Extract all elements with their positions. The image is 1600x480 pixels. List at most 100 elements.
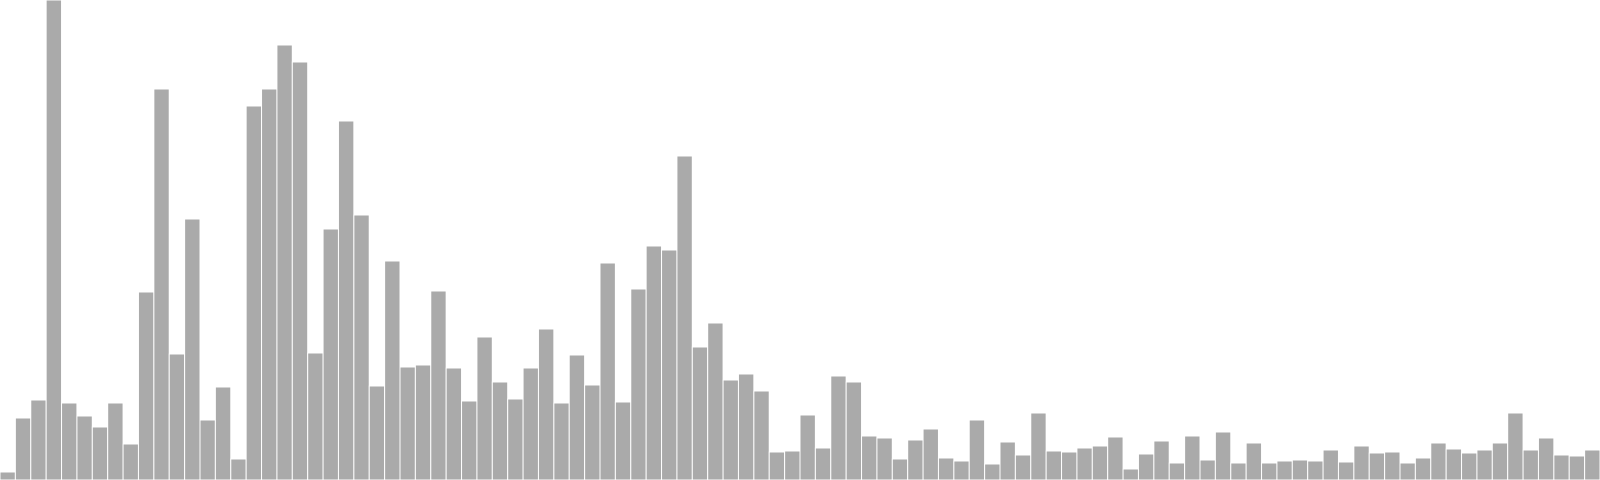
bar-89	[1368, 452, 1386, 480]
bar-69	[1061, 451, 1078, 480]
bar-16	[245, 105, 263, 480]
bar-50	[768, 451, 786, 480]
bar-78	[1199, 459, 1216, 480]
bar-18	[276, 44, 293, 480]
bar-35	[537, 328, 555, 480]
bar-64	[984, 463, 1001, 480]
bar-20	[307, 352, 324, 480]
bar-83	[1276, 460, 1293, 480]
bar-73	[1122, 468, 1139, 480]
bar-88	[1353, 445, 1370, 480]
bar-0	[0, 471, 16, 480]
bar-27	[414, 364, 432, 480]
bar-7	[107, 402, 124, 480]
bar-72	[1107, 436, 1124, 480]
bar-96	[1476, 449, 1493, 480]
bar-80	[1230, 462, 1247, 480]
bar-56	[861, 435, 878, 480]
bar-2	[30, 399, 47, 480]
bar-49	[753, 390, 770, 480]
bar-30	[461, 400, 478, 480]
bar-90	[1384, 451, 1401, 480]
bar-13	[199, 419, 216, 480]
bar-43	[661, 249, 678, 480]
bar-71	[1091, 445, 1109, 480]
bar-38	[584, 384, 601, 480]
bar-5	[76, 415, 93, 480]
bar-28	[430, 290, 447, 480]
bar-97	[1491, 442, 1509, 480]
bar-11	[168, 353, 186, 480]
bar-65	[999, 441, 1016, 480]
bar-15	[230, 458, 247, 480]
bar-53	[814, 447, 832, 480]
bar-26	[399, 366, 416, 480]
bar-19	[291, 61, 309, 480]
bar-51	[784, 450, 801, 480]
bar-57	[876, 437, 893, 480]
bar-70	[1076, 447, 1093, 480]
bar-33	[507, 398, 524, 480]
bar-39	[599, 262, 616, 480]
bar-22	[337, 120, 355, 480]
bar-42	[645, 245, 663, 480]
bar-77	[1184, 435, 1201, 480]
bar-101	[1553, 454, 1570, 480]
bar-52	[799, 414, 816, 480]
bar-37	[568, 354, 586, 480]
bar-55	[845, 381, 863, 480]
bar-8	[122, 443, 139, 480]
bar-67	[1030, 412, 1047, 480]
bar-25	[384, 260, 401, 480]
bar-85	[1307, 460, 1324, 480]
bar-79	[1214, 431, 1232, 480]
bar-45	[691, 346, 709, 480]
bar-6	[91, 426, 109, 480]
bar-31	[476, 336, 493, 480]
bar-87	[1337, 461, 1355, 480]
bar-48	[737, 373, 755, 480]
bar-95	[1461, 452, 1478, 480]
bar-46	[707, 322, 724, 480]
bar-74	[1137, 453, 1155, 480]
bar-100	[1537, 437, 1555, 480]
bar-21	[322, 228, 339, 480]
bar-12	[184, 218, 201, 480]
bar-86	[1322, 449, 1339, 480]
bar-61	[937, 457, 955, 480]
bar-10	[153, 88, 170, 480]
bar-63	[968, 419, 986, 480]
bar-60	[922, 428, 939, 480]
bar-102	[1568, 455, 1586, 480]
bar-99	[1522, 449, 1539, 480]
bar-9	[137, 291, 155, 480]
bar-17	[261, 88, 278, 480]
bar-23	[353, 214, 370, 480]
bar-66	[1014, 454, 1032, 480]
bar-81	[1245, 442, 1263, 480]
bar-54	[830, 375, 847, 480]
bar-93	[1430, 442, 1447, 480]
bar-82	[1261, 462, 1278, 480]
bar-4	[61, 402, 78, 480]
bar-58	[891, 458, 909, 480]
bar-34	[522, 367, 539, 480]
bar-47	[722, 379, 739, 480]
bar-75	[1153, 440, 1170, 480]
bar-59	[907, 439, 924, 480]
bar-44	[676, 155, 693, 480]
bar-92	[1414, 457, 1432, 480]
bar-91	[1399, 462, 1416, 480]
bar-29	[445, 367, 463, 480]
bar-41	[630, 288, 647, 480]
bar-94	[1445, 448, 1463, 480]
bar-98	[1507, 412, 1524, 480]
bar-68	[1045, 450, 1063, 480]
bar-76	[1168, 462, 1186, 480]
bar-1	[14, 417, 32, 480]
bar-62	[953, 460, 970, 480]
bar-24	[368, 385, 386, 480]
bar-14	[214, 386, 232, 480]
